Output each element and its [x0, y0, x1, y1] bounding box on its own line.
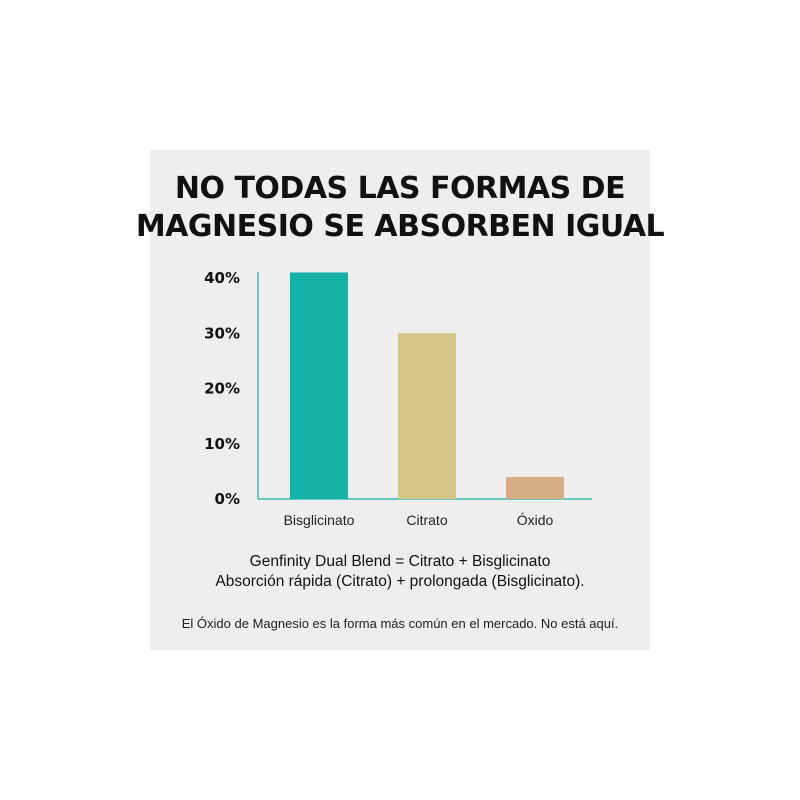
- bar-bisglicinato: [290, 272, 348, 499]
- y-tick-label: 30%: [204, 324, 240, 342]
- x-category-label: Óxido: [517, 512, 554, 528]
- caption-absorption: Absorción rápida (Citrato) + prolongada …: [215, 573, 585, 590]
- title-line-2: MAGNESIO SE ABSORBEN IGUAL: [135, 209, 665, 244]
- caption-note: El Óxido de Magnesio es la forma más com…: [181, 616, 619, 631]
- bar-citrato: [398, 333, 456, 499]
- bar-óxido: [506, 476, 564, 499]
- caption-blend: Genfinity Dual Blend = Citrato + Bisglic…: [249, 553, 551, 570]
- title-line-1: NO TODAS LAS FORMAS DE: [174, 171, 626, 206]
- x-category-label: Bisglicinato: [284, 512, 355, 528]
- y-tick-label: 0%: [215, 490, 240, 508]
- page-title: NO TODAS LAS FORMAS DE MAGNESIO SE ABSOR…: [0, 170, 800, 246]
- x-category-label: Citrato: [406, 512, 447, 528]
- y-tick-label: 10%: [204, 435, 240, 453]
- y-tick-label: 40%: [204, 269, 240, 287]
- y-tick-label: 20%: [204, 380, 240, 398]
